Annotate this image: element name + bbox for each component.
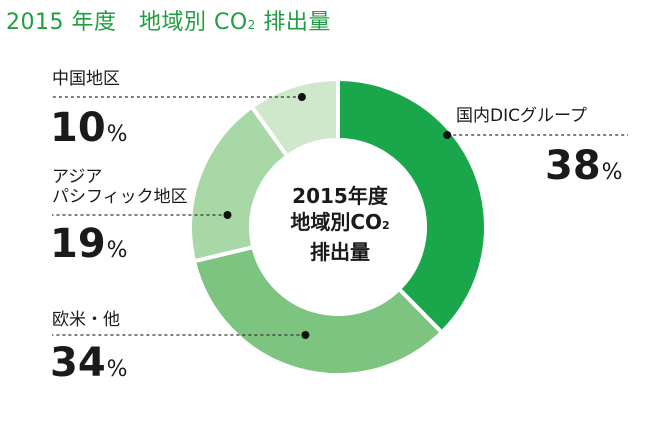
slice-europe-us xyxy=(191,244,445,377)
leader-dot-domestic xyxy=(443,131,452,139)
slice-percent-europe-us: 34% xyxy=(50,340,128,386)
chart-title: 2015 年度 地域別 CO2 排出量 xyxy=(6,10,331,35)
slice-domestic xyxy=(336,76,488,336)
leader-dot-asia-pacific xyxy=(223,211,232,219)
slice-label-asia-pacific: アジア パシフィック地区 xyxy=(52,167,188,207)
leader-dot-europe-us xyxy=(301,331,310,339)
slice-percent-china: 10% xyxy=(50,105,128,151)
donut-center-label: 2015年度 地域別CO2 排出量 xyxy=(290,184,390,264)
slice-label-europe-us: 欧米・他 xyxy=(52,310,120,330)
slice-percent-asia-pacific: 19% xyxy=(50,221,128,267)
slice-label-china: 中国地区 xyxy=(52,69,120,89)
slice-label-domestic: 国内DICグループ xyxy=(456,106,587,126)
leader-dot-china xyxy=(297,93,306,101)
slice-percent-domestic: 38% xyxy=(545,143,623,189)
slice-china xyxy=(248,76,340,160)
